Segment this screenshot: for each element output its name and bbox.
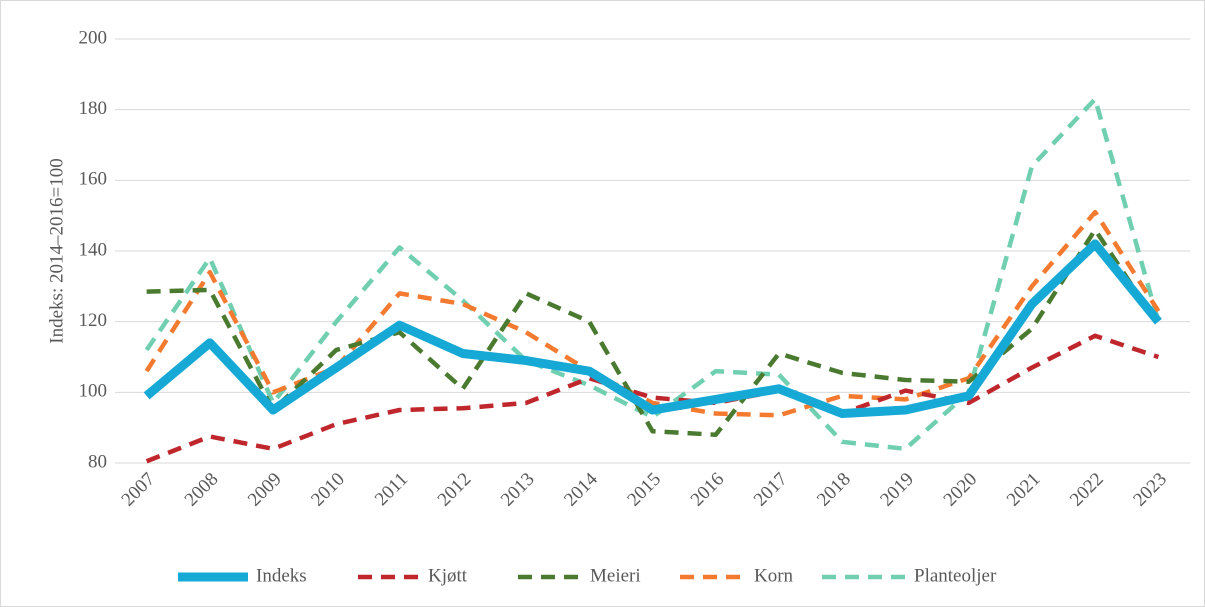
legend-label: Planteoljer [914,565,997,586]
y-tick-label: 140 [79,239,108,260]
y-tick-label: 160 [79,169,108,190]
legend-label: Kjøtt [428,565,468,586]
y-axis-title: Indeks: 2014–2016=100 [46,158,67,343]
y-tick-label: 180 [79,98,108,119]
line-series [145,333,1160,464]
y-tick-label: 100 [79,381,108,402]
y-tick-label: 120 [79,310,108,331]
line-series [143,239,1162,419]
y-tick-label: 80 [88,451,107,472]
y-tick-label: 200 [79,27,108,48]
legend-label: Meieri [590,565,641,586]
line-series [144,209,1161,418]
legend-label: Korn [754,565,794,586]
legend-label: Indeks [256,565,307,586]
